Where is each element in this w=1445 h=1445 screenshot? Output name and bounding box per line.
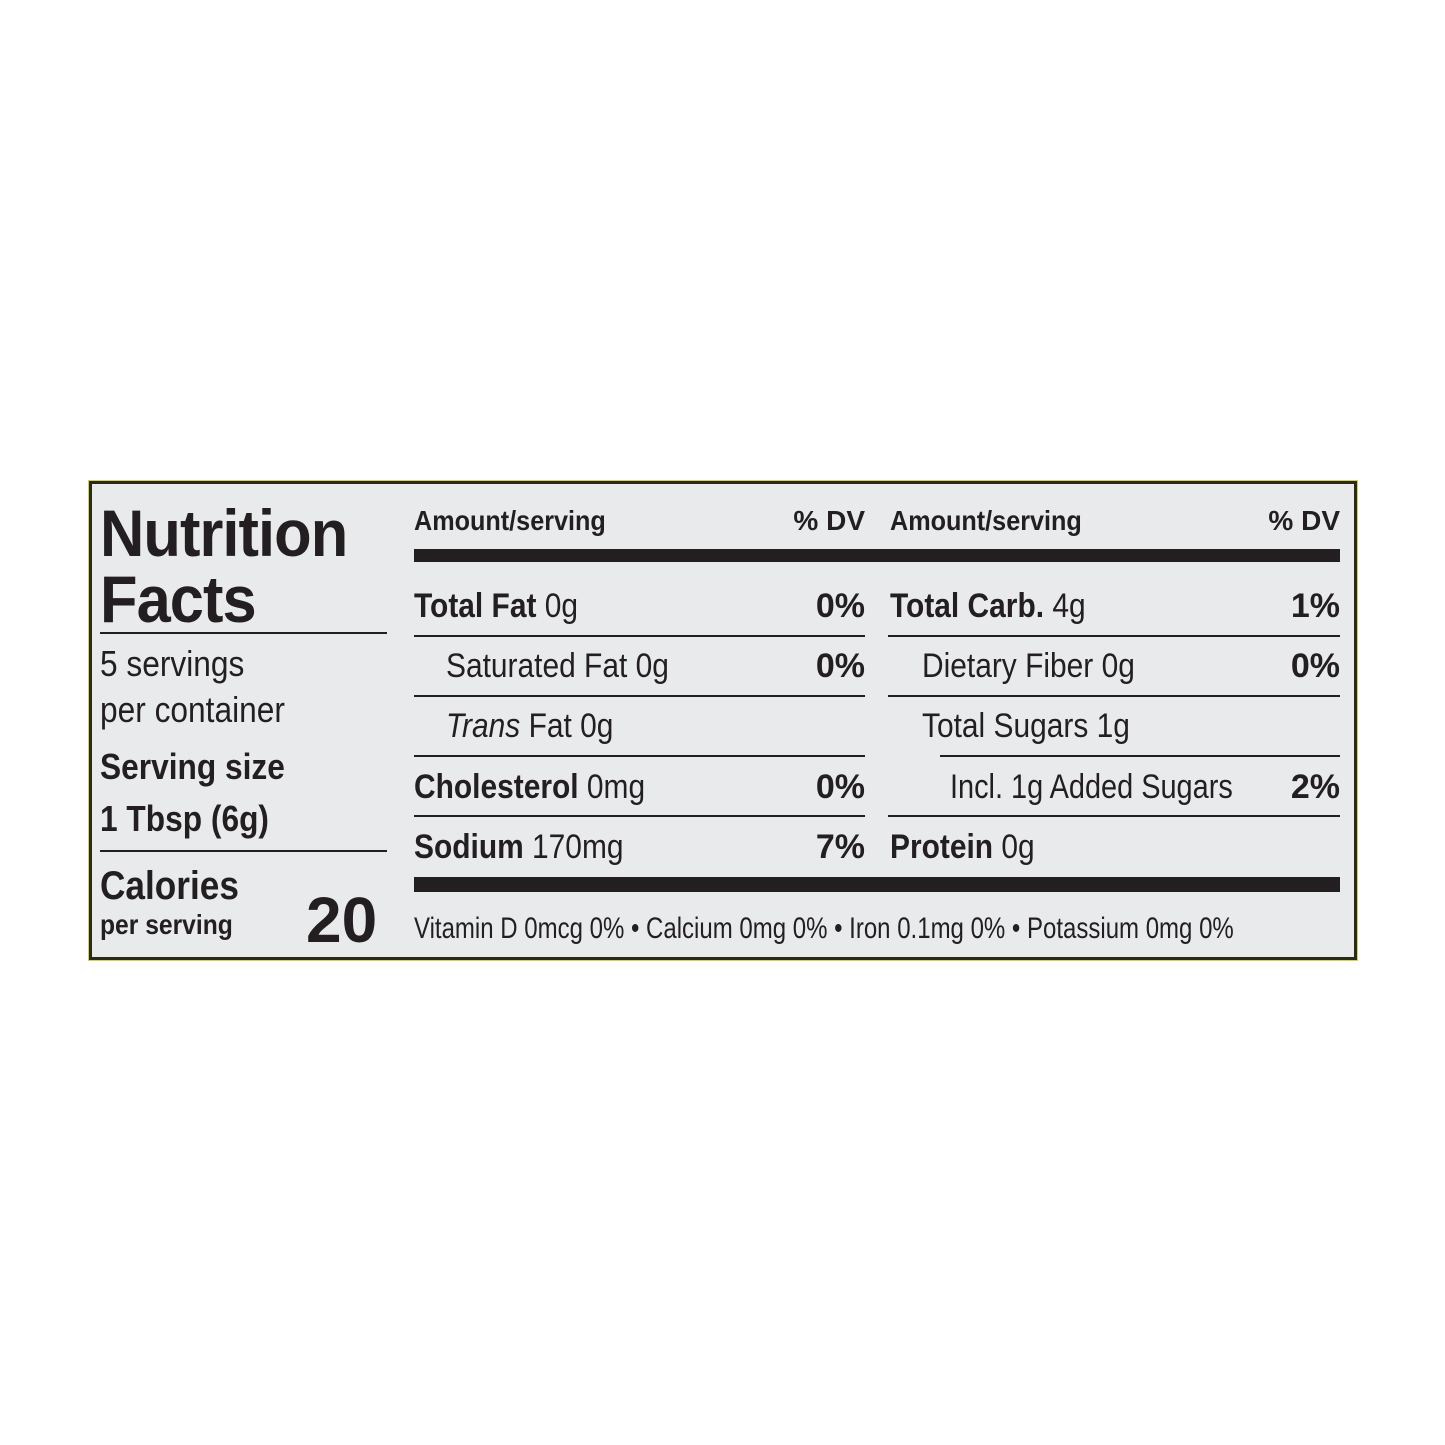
header-dv-left: % DV <box>793 505 865 536</box>
dv-total-carb: 1% <box>1290 587 1340 625</box>
micronutrients-footer: Vitamin D 0mcg 0% • Calcium 0mg 0% • Iro… <box>414 912 1234 945</box>
divider <box>414 815 865 817</box>
divider <box>888 815 1340 817</box>
row-added-sugars: Incl. 1g Added Sugars <box>950 768 1233 806</box>
calories-sub: per serving <box>100 909 233 940</box>
divider <box>414 635 865 637</box>
divider <box>100 850 387 852</box>
calories-label: Calories <box>100 864 239 908</box>
row-dietary-fiber: Dietary Fiber 0g <box>922 647 1135 685</box>
divider <box>414 695 865 697</box>
divider <box>888 695 1340 697</box>
row-protein: Protein 0g <box>890 828 1035 866</box>
thick-bar <box>414 549 1340 562</box>
row-total-carb: Total Carb. 4g <box>890 587 1086 625</box>
row-total-sugars: Total Sugars 1g <box>922 707 1130 745</box>
row-sodium: Sodium 170mg <box>414 828 624 866</box>
title-facts: Facts <box>100 562 257 636</box>
row-total-fat: Total Fat 0g <box>414 587 579 625</box>
row-trans-fat: Trans Fat 0g <box>446 707 614 745</box>
dv-cholesterol: 0% <box>815 768 865 806</box>
thick-bar <box>414 877 1340 892</box>
dv-sodium: 7% <box>815 828 865 866</box>
serving-size-value: 1 Tbsp (6g) <box>100 798 269 839</box>
calories-value: 20 <box>306 884 378 956</box>
row-cholesterol: Cholesterol 0mg <box>414 768 646 806</box>
header-dv-right: % DV <box>1268 505 1340 536</box>
divider <box>940 755 1340 757</box>
servings-per-container: 5 servings <box>100 643 245 684</box>
dv-total-fat: 0% <box>815 587 865 625</box>
divider <box>414 755 865 757</box>
dv-saturated-fat: 0% <box>815 647 865 685</box>
servings-per-container-2: per container <box>100 689 285 730</box>
divider <box>888 635 1340 637</box>
title-nutrition: Nutrition <box>100 496 348 570</box>
divider <box>100 632 387 634</box>
row-saturated-fat: Saturated Fat 0g <box>446 647 669 685</box>
serving-size-label: Serving size <box>100 746 285 787</box>
header-amount-left: Amount/serving <box>414 505 606 536</box>
dv-added-sugars: 2% <box>1290 768 1340 806</box>
dv-dietary-fiber: 0% <box>1290 647 1340 685</box>
header-amount-right: Amount/serving <box>890 505 1082 536</box>
